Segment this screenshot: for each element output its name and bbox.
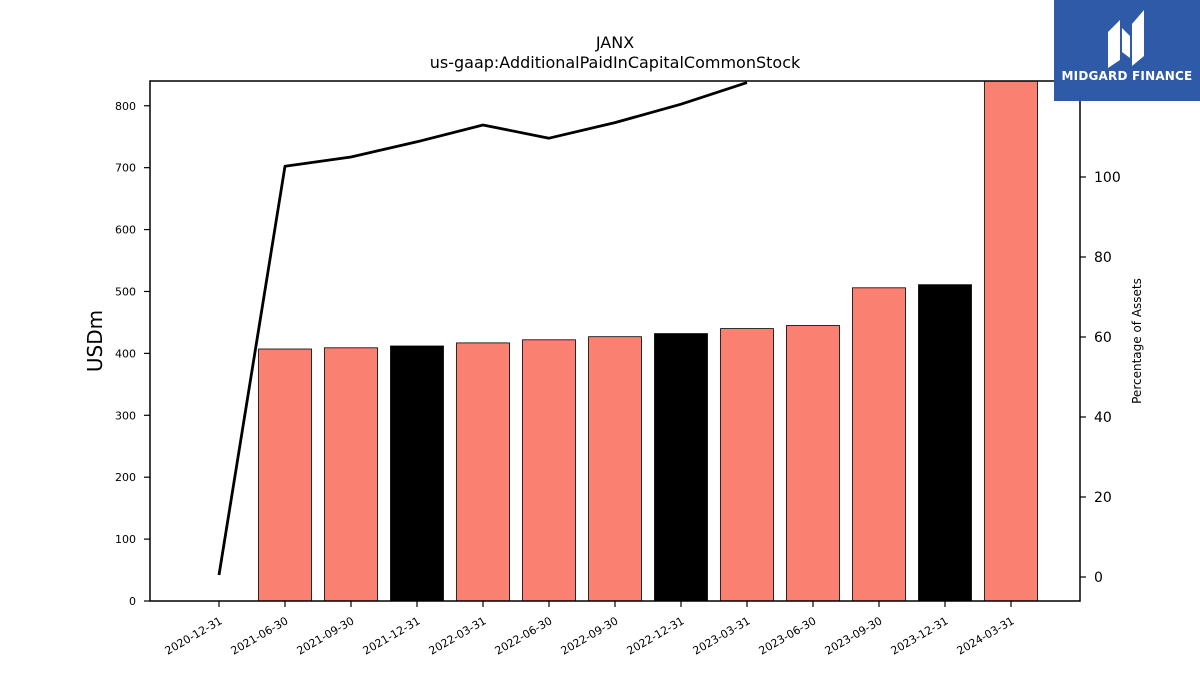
bar-2023-03-31 <box>720 328 774 602</box>
y2-axis-label: Percentage of Assets <box>1130 278 1144 404</box>
chart-title: JANX <box>595 33 634 52</box>
y2-tick-label: 40 <box>1094 410 1112 426</box>
y2-tick-label: 100 <box>1094 170 1121 186</box>
bar-2022-03-31 <box>456 342 510 602</box>
y-tick-label: 100 <box>115 533 136 546</box>
x-tick-label: 2023-06-30 <box>757 614 819 657</box>
logo-mark-icon <box>1108 10 1144 68</box>
x-tick-label: 2022-03-31 <box>427 614 489 657</box>
y-tick-label: 600 <box>115 224 136 237</box>
bar-2022-12-31 <box>654 333 708 602</box>
bar-2023-09-30 <box>852 287 906 602</box>
bar-2021-06-30 <box>258 348 312 602</box>
x-tick-label: 2021-06-30 <box>229 614 291 657</box>
x-tick-label: 2021-09-30 <box>295 614 357 657</box>
y2-tick-label: 60 <box>1094 330 1112 346</box>
bar-2023-12-31 <box>918 284 972 602</box>
logo-text: MIDGARD FINANCE <box>1061 69 1193 83</box>
line-group <box>217 81 748 576</box>
bar-2024-03-31 <box>984 80 1038 602</box>
x-tick-label: 2022-09-30 <box>559 614 621 657</box>
x-tick-label: 2023-12-31 <box>889 614 951 657</box>
x-tick-label: 2021-12-31 <box>361 614 423 657</box>
x-tick-label: 2023-09-30 <box>823 614 885 657</box>
bar-2022-09-30 <box>588 336 642 602</box>
brand-logo: MIDGARD FINANCE <box>1054 0 1200 101</box>
y2-tick-label: 20 <box>1094 490 1112 506</box>
y2-tick-label: 0 <box>1094 570 1103 586</box>
bars-group <box>258 80 1038 602</box>
x-tick-label: 2022-12-31 <box>625 614 687 657</box>
y-tick-label: 400 <box>115 347 136 360</box>
y-axis-label: USDm <box>83 310 107 372</box>
y2-tick-label: 80 <box>1094 250 1112 266</box>
y-tick-label: 500 <box>115 285 136 298</box>
y-tick-label: 300 <box>115 409 136 422</box>
bar-2023-06-30 <box>786 325 840 602</box>
bar-2021-12-31 <box>390 345 444 602</box>
chart-subtitle: us-gaap:AdditionalPaidInCapitalCommonSto… <box>430 53 801 72</box>
x-tick-label: 2020-12-31 <box>163 614 225 657</box>
y-tick-label: 800 <box>115 100 136 113</box>
x-tick-label: 2022-06-30 <box>493 614 555 657</box>
x-tick-label: 2023-03-31 <box>691 614 753 657</box>
percentage-line <box>217 81 748 576</box>
bar-2022-06-30 <box>522 339 576 602</box>
x-tick-label: 2024-03-31 <box>955 614 1017 657</box>
y-tick-label: 200 <box>115 471 136 484</box>
bar-2021-09-30 <box>324 347 378 602</box>
y-tick-label: 700 <box>115 162 136 175</box>
y-tick-label: 0 <box>129 595 136 608</box>
